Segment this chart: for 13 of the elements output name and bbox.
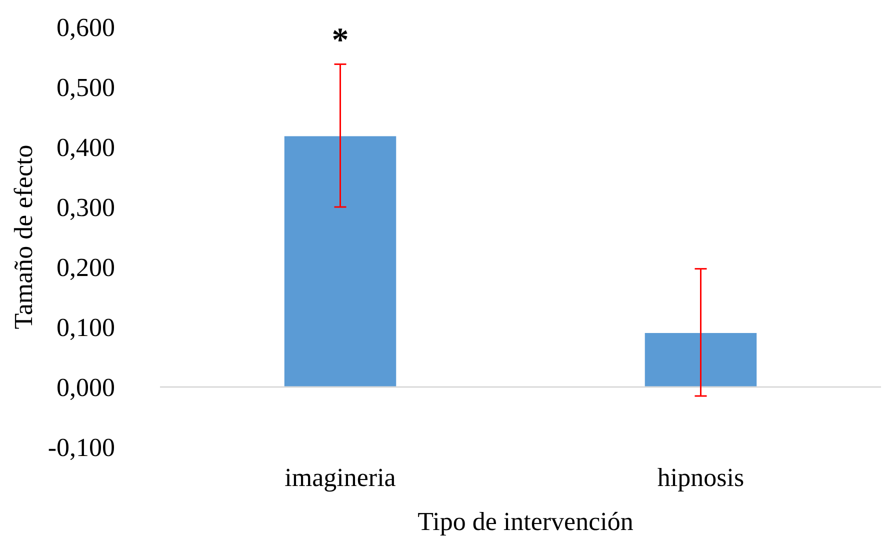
annotation: * <box>332 22 349 59</box>
y-tick-label: -0,100 <box>48 433 115 462</box>
y-tick-label: 0,500 <box>56 73 115 102</box>
x-tick-label: hipnosis <box>657 463 744 492</box>
y-axis-title: Tamaño de efecto <box>9 144 38 330</box>
y-tick-label: 0,100 <box>56 313 115 342</box>
y-tick-label: 0,400 <box>56 133 115 162</box>
x-axis-title: Tipo de intervención <box>418 507 634 536</box>
y-tick-label: 0,200 <box>56 253 115 282</box>
x-tick-label: imagineria <box>284 463 396 492</box>
y-tick-label: 0,600 <box>56 13 115 42</box>
y-tick-label: 0,300 <box>56 193 115 222</box>
y-tick-label: 0,000 <box>56 373 115 402</box>
